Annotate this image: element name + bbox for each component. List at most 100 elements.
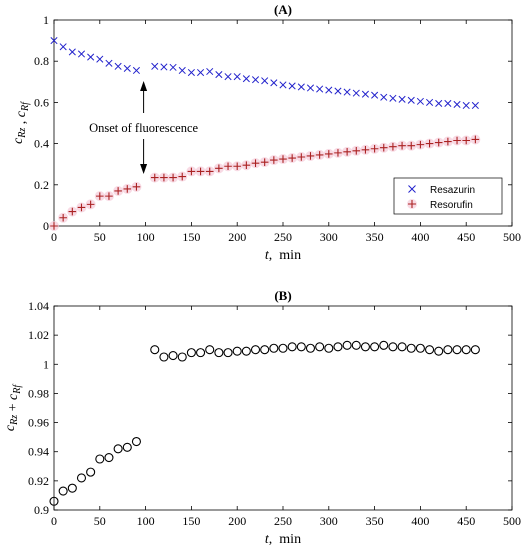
sum-point [342,340,352,350]
resazurin-point [206,67,214,76]
x-tick-label: 150 [182,230,200,244]
resorufin-point [334,149,342,157]
x-tick-label: 500 [503,514,521,528]
y-tick-label: 0.92 [28,474,49,488]
resorufin-point [471,135,480,144]
resorufin-point [389,142,397,151]
y-tick-label: 0.2 [34,178,49,192]
sum-point [58,486,68,496]
sum-point [461,345,471,355]
resorufin-point [169,173,177,182]
sum-point [470,345,480,355]
sum-point [150,345,160,355]
sum-point [104,452,114,463]
x-tick-label: 300 [320,514,338,528]
sum-point [168,350,178,361]
x-tick-label: 500 [503,230,521,244]
resorufin-point [279,155,287,163]
x-tick-label: 50 [94,514,106,528]
resazurin-point [96,55,104,63]
y-tick-label: 0.4 [34,137,49,151]
resorufin-point [86,200,95,209]
resazurin-point [123,64,131,72]
resazurin-point [426,98,434,106]
y-tick-label: 1.04 [28,299,49,313]
x-tick-label: 400 [411,514,429,528]
resorufin-point [379,143,388,152]
resorufin-point [50,222,58,230]
x-tick-label: 200 [228,514,246,528]
sum-point [122,442,132,452]
resorufin-point [114,187,122,195]
resorufin-point [123,185,132,193]
resazurin-point [416,97,424,105]
resazurin-point [371,91,379,99]
resazurin-point [68,48,76,56]
sum-point [425,345,435,355]
resazurin-point [352,89,360,97]
sum-point [315,342,325,352]
sum-point [241,346,251,356]
resorufin-point [205,167,214,176]
resorufin-point [444,137,452,146]
legend-marker-resazurin [408,185,416,193]
sum-point [131,436,141,447]
resorufin-point [407,141,416,150]
resazurin-point [151,62,159,70]
resorufin-point [343,148,351,156]
resorufin-point [288,154,296,162]
x-tick-label: 150 [182,514,200,528]
sum-point [86,467,96,477]
x-tick-label: 300 [320,230,338,244]
sum-point [67,483,77,493]
y-axis-label: cRz , cRf [11,101,31,144]
resazurin-point [59,43,67,51]
resazurin-point [343,88,351,96]
sum-point [360,342,370,352]
resorufin-point [105,192,113,200]
y-tick-label: 0.9 [34,503,49,517]
sum-point [95,454,105,464]
x-tick-label: 100 [137,514,155,528]
sum-point [287,342,297,352]
resazurin-point [242,75,250,83]
sum-point [196,348,206,358]
y-tick-label: 0.98 [28,386,49,400]
x-tick-label: 50 [94,230,106,244]
resazurin-point [215,71,223,79]
resorufin-point [187,167,196,176]
sum-point [443,345,453,355]
resorufin-point [361,145,370,154]
resorufin-point [59,213,67,222]
resorufin-point [425,139,434,148]
sum-point [370,342,380,352]
resazurin-point [261,77,269,85]
resazurin-point [87,53,95,61]
sum-point [250,345,261,355]
resazurin-point [306,84,315,92]
resazurin-point [224,73,232,81]
x-tick-label: 0 [51,514,57,528]
sum-point [388,342,398,352]
axes-box [53,19,513,227]
y-tick-label: 0.8 [34,54,49,68]
sum-point [177,352,187,362]
x-tick-label: 200 [228,230,246,244]
sum-point [434,346,444,356]
resazurin-point [361,90,369,98]
sum-point [406,343,416,353]
resazurin-point [389,94,397,102]
x-tick-label: 100 [137,230,155,244]
sum-point [278,343,288,353]
panel-title: (B) [274,288,291,303]
resorufin-point [224,162,232,171]
sum-point [296,342,306,352]
resorufin-point [260,158,269,166]
resorufin-point [132,183,141,191]
resorufin-point [462,136,470,145]
sum-point [49,496,59,506]
legend: Resazurin Resorufin [393,177,503,215]
sum-point [269,343,279,353]
resorufin-point [196,167,205,176]
resorufin-point [306,152,315,160]
